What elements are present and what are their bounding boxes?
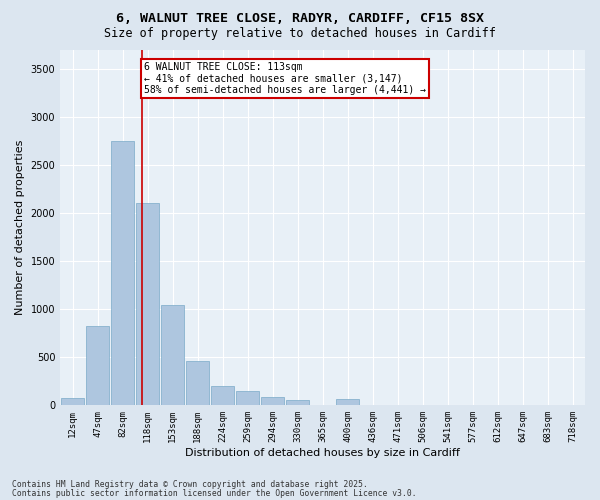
Bar bbox=[261, 397, 284, 405]
Bar bbox=[86, 326, 109, 405]
Bar bbox=[186, 360, 209, 405]
Text: Contains public sector information licensed under the Open Government Licence v3: Contains public sector information licen… bbox=[12, 488, 416, 498]
Bar bbox=[211, 386, 234, 405]
Bar bbox=[136, 204, 159, 405]
Bar bbox=[236, 391, 259, 405]
Bar bbox=[111, 141, 134, 405]
Bar bbox=[61, 398, 84, 405]
Text: Size of property relative to detached houses in Cardiff: Size of property relative to detached ho… bbox=[104, 28, 496, 40]
Bar bbox=[161, 305, 184, 405]
Y-axis label: Number of detached properties: Number of detached properties bbox=[15, 140, 25, 315]
X-axis label: Distribution of detached houses by size in Cardiff: Distribution of detached houses by size … bbox=[185, 448, 460, 458]
Text: 6, WALNUT TREE CLOSE, RADYR, CARDIFF, CF15 8SX: 6, WALNUT TREE CLOSE, RADYR, CARDIFF, CF… bbox=[116, 12, 484, 26]
Bar bbox=[336, 398, 359, 405]
Bar bbox=[286, 400, 309, 405]
Text: 6 WALNUT TREE CLOSE: 113sqm
← 41% of detached houses are smaller (3,147)
58% of : 6 WALNUT TREE CLOSE: 113sqm ← 41% of det… bbox=[144, 62, 426, 94]
Text: Contains HM Land Registry data © Crown copyright and database right 2025.: Contains HM Land Registry data © Crown c… bbox=[12, 480, 368, 489]
